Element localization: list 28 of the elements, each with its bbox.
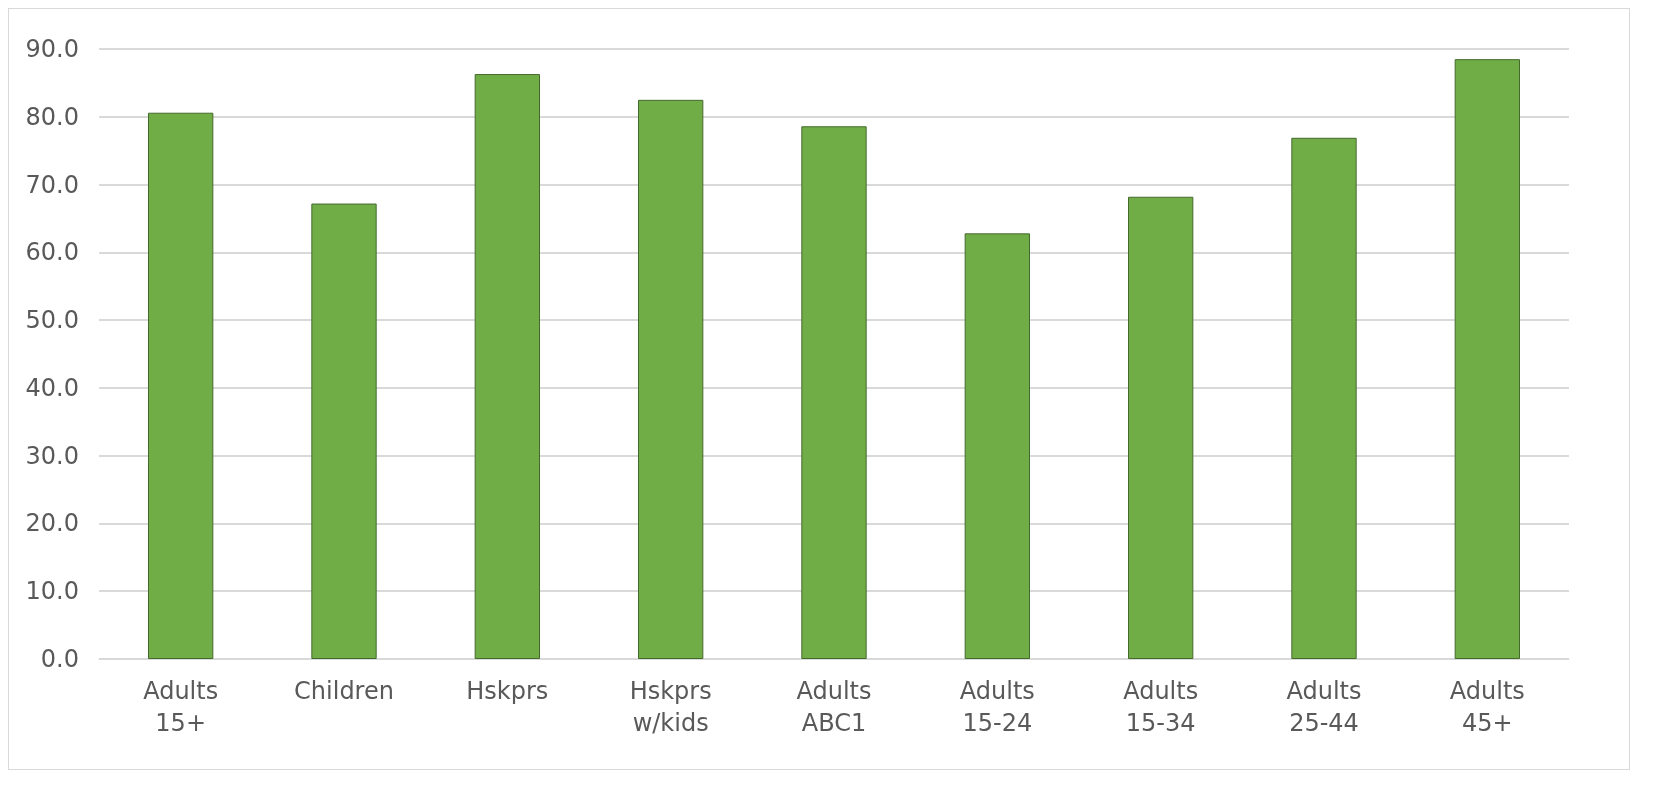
x-tick-label: Adults 15+ [143,677,219,737]
bar [638,99,704,659]
bar [1454,59,1520,659]
x-tick-label: Adults 45+ [1449,677,1525,737]
x-tick-label: Adults 15-24 [959,677,1035,737]
x-tick-label: Children [294,677,394,705]
y-tick-label: 50.0 [25,306,79,335]
bar [474,74,540,659]
y-tick-label: 70.0 [25,170,79,199]
bar [1291,137,1357,659]
x-tick-label: Adults ABC1 [796,677,872,737]
y-tick-label: 90.0 [25,35,79,63]
y-tick-label: 40.0 [25,373,79,402]
x-tick-label: Hskprs w/kids [629,677,712,737]
bar [801,126,867,659]
x-tick-label: Hskprs [466,677,549,705]
y-tick-label: 20.0 [25,509,79,538]
y-tick-label: 0.0 [40,645,79,673]
y-tick-label: 10.0 [25,577,79,606]
y-tick-label: 60.0 [25,238,79,267]
x-tick-label: Adults 15-34 [1123,677,1199,737]
bar [964,233,1030,659]
bar [148,112,214,659]
y-tick-label: 80.0 [25,102,79,131]
bar [311,203,377,659]
bar [1128,196,1194,659]
x-tick-label: Adults 25-44 [1286,677,1362,737]
y-tick-label: 30.0 [25,441,79,470]
